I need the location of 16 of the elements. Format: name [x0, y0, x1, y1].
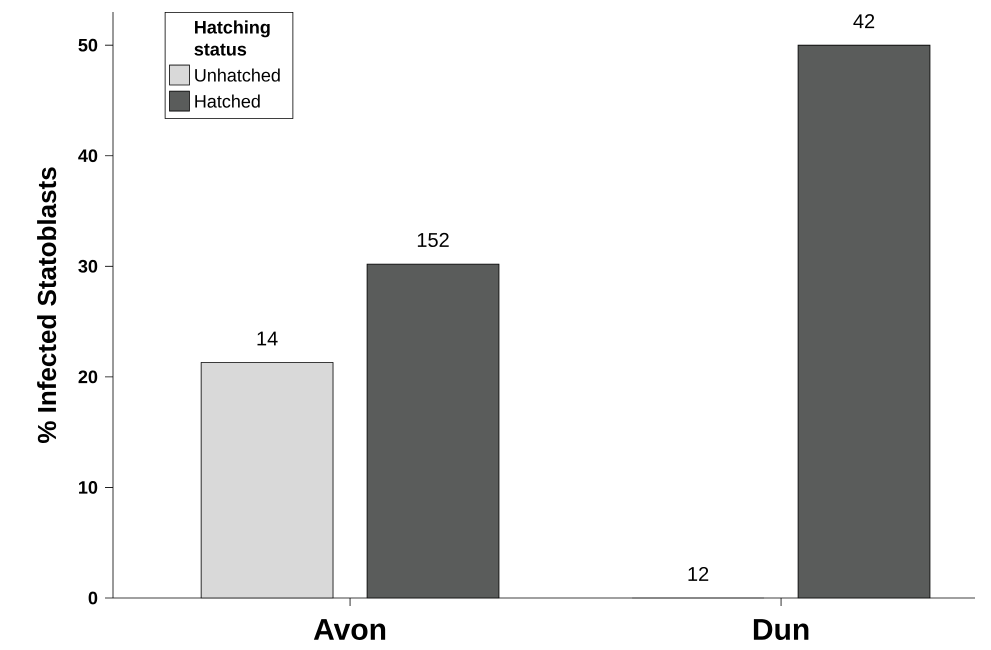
- y-tick-label: 50: [78, 38, 98, 52]
- y-tick-label: 10: [79, 481, 98, 494]
- annotation: 12: [688, 566, 708, 581]
- legend-label: Hatched: [195, 94, 260, 108]
- annotation: 14: [258, 332, 278, 346]
- x-tick-label: Dun: [754, 619, 808, 640]
- y-tick-label: 0: [88, 592, 98, 604]
- annotation: 42: [853, 14, 874, 28]
- y-tick-label: 40: [78, 149, 98, 162]
- annotation: 152: [418, 232, 449, 248]
- y-axis-title: % Infected Statoblasts: [37, 167, 56, 444]
- x-tick-label: Avon: [314, 619, 386, 640]
- legend-label: Unhatched: [195, 68, 280, 82]
- y-tick-label: 20: [78, 370, 98, 384]
- y-tick-label: 30: [78, 260, 98, 273]
- legend-title: Hatching status: [194, 20, 270, 56]
